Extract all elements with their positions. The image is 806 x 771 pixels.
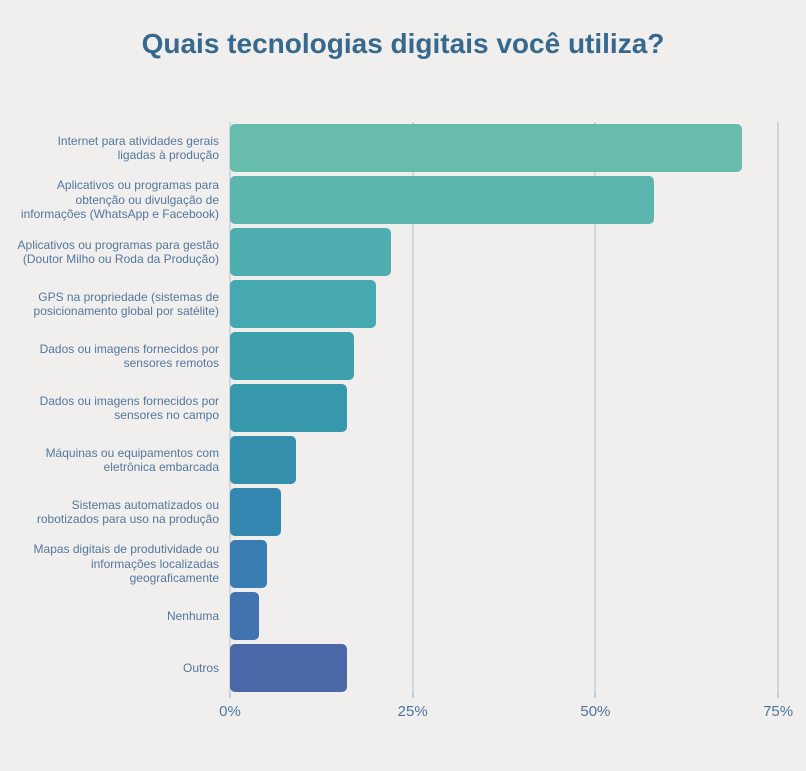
bar-row: Outros (0, 644, 806, 692)
category-label: Aplicativos ou programas para gestão (Do… (17, 237, 219, 267)
axis-tick-label: 25% (397, 703, 428, 720)
bar (230, 280, 377, 328)
axis-tick (777, 692, 780, 698)
bar (230, 592, 260, 640)
category-label: Mapas digitais de produtividade ou infor… (33, 542, 219, 586)
bar-row: Aplicativos ou programas para gestão (Do… (0, 228, 806, 276)
category-label: Internet para atividades gerais ligadas … (57, 133, 219, 163)
bar-row: Mapas digitais de produtividade ou infor… (0, 540, 806, 588)
category-label: Nenhuma (166, 608, 219, 623)
bar-row: Máquinas ou equipamentos com eletrônica … (0, 436, 806, 484)
bar (230, 332, 355, 380)
category-label: Outros (182, 660, 219, 675)
bar (230, 540, 267, 588)
bar-row: GPS na propriedade (sistemas de posicion… (0, 280, 806, 328)
category-label: Aplicativos ou programas para obtenção o… (20, 178, 219, 222)
bar (230, 384, 347, 432)
gridline (594, 122, 597, 692)
bar (230, 176, 654, 224)
bar (230, 228, 391, 276)
bar-row: Dados ou imagens fornecidos por sensores… (0, 384, 806, 432)
bar-row: Internet para atividades gerais ligadas … (0, 124, 806, 172)
bar (230, 644, 347, 692)
gridline (777, 122, 780, 692)
category-label: Sistemas automatizados ou robotizados pa… (36, 497, 219, 527)
bar (230, 488, 282, 536)
bar-row: Aplicativos ou programas para obtenção o… (0, 176, 806, 224)
bar-row: Nenhuma (0, 592, 806, 640)
axis-tick-label: 50% (580, 703, 611, 720)
bar-rows: Internet para atividades gerais ligadas … (0, 124, 806, 696)
category-label: Dados ou imagens fornecidos por sensores… (39, 341, 219, 371)
axis-tick-label: 75% (763, 703, 794, 720)
category-label: GPS na propriedade (sistemas de posicion… (33, 289, 219, 319)
category-label: Máquinas ou equipamentos com eletrônica … (45, 445, 219, 475)
axis-tick (229, 692, 231, 698)
axis-tick (594, 692, 597, 698)
bar-chart: 0% 25% 50% 75% Internet para atividades ger… (0, 122, 806, 742)
axis-tick-label: 0% (219, 703, 241, 720)
bar (230, 436, 296, 484)
category-label: Dados ou imagens fornecidos por sensores… (39, 393, 219, 423)
bar-row: Sistemas automatizados ou robotizados pa… (0, 488, 806, 536)
bar (230, 124, 742, 172)
axis-tick (411, 692, 414, 698)
gridline (411, 122, 414, 692)
bar-row: Dados ou imagens fornecidos por sensores… (0, 332, 806, 380)
chart-title: Quais tecnologias digitais você utiliza? (141, 28, 665, 59)
